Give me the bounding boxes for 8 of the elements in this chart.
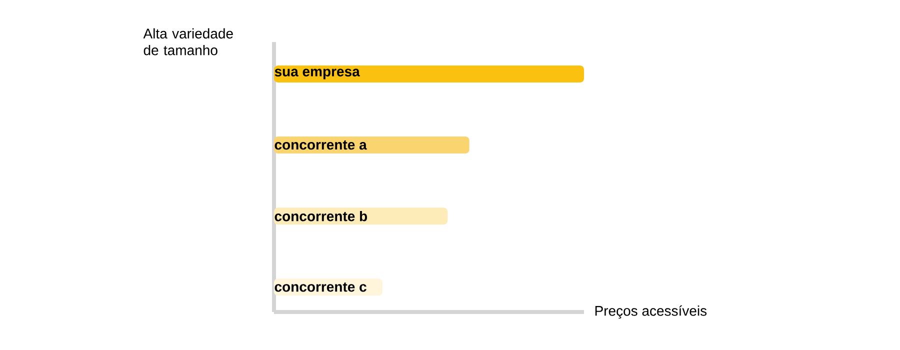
x-axis-title: Preços acessíveis (595, 305, 707, 319)
bar (274, 65, 584, 82)
y-tick-label: sua empresa (274, 68, 360, 80)
y-tick-label: concorrente b (274, 210, 368, 222)
bar (274, 136, 470, 154)
y-tick-label: concorrente a (274, 140, 367, 150)
y-tick-label: concorrente c (274, 282, 366, 292)
y-axis-title: Alta variedade de tamanho (143, 28, 233, 56)
